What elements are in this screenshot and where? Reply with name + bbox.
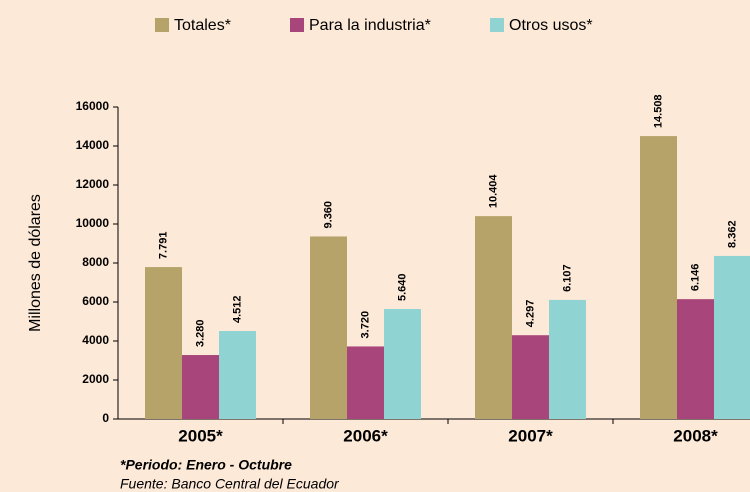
bar [145, 267, 182, 419]
value-label: 6.146 [689, 264, 701, 292]
legend-swatch [490, 18, 504, 32]
bar [347, 346, 384, 419]
value-label: 6.107 [561, 264, 573, 292]
y-tick-label: 4000 [82, 333, 109, 347]
y-tick-label: 2000 [82, 372, 109, 386]
bar [512, 335, 549, 419]
legend-swatch [290, 18, 304, 32]
value-label: 3.720 [359, 311, 371, 339]
value-label: 7.791 [157, 232, 169, 260]
note: *Periodo: Enero - Octubre [120, 457, 292, 473]
y-tick-label: 16000 [76, 99, 110, 113]
note: Fuente: Banco Central del Ecuador [120, 476, 340, 492]
y-tick-label: 14000 [76, 138, 110, 152]
value-label: 14.508 [652, 94, 664, 128]
y-tick-label: 8000 [82, 255, 109, 269]
legend-label: Totales* [174, 17, 231, 34]
y-tick-label: 0 [102, 411, 109, 425]
value-label: 8.362 [726, 220, 738, 248]
x-tick-label: 2005* [178, 426, 223, 445]
bar [677, 299, 714, 419]
legend-swatch [155, 18, 169, 32]
value-label: 4.512 [231, 295, 243, 323]
y-tick-label: 6000 [82, 294, 109, 308]
bar [475, 216, 512, 419]
bar [640, 136, 677, 419]
bar [714, 255, 750, 419]
x-tick-label: 2006* [343, 426, 388, 445]
bar [549, 299, 586, 419]
bar [310, 236, 347, 419]
legend-label: Para la industria* [309, 17, 431, 34]
bar [182, 355, 219, 419]
bar [219, 331, 256, 419]
y-tick-label: 10000 [76, 216, 110, 230]
value-label: 9.360 [322, 201, 334, 229]
x-tick-label: 2007* [508, 426, 553, 445]
y-axis-label: Millones de dólares [27, 194, 44, 332]
value-label: 10.404 [487, 174, 499, 209]
x-tick-label: 2008* [673, 426, 718, 445]
legend-label: Otros usos* [509, 17, 593, 34]
value-label: 5.640 [396, 273, 408, 301]
y-tick-label: 12000 [76, 177, 110, 191]
value-label: 3.280 [194, 320, 206, 348]
bar [384, 309, 421, 419]
value-label: 4.297 [524, 300, 536, 328]
